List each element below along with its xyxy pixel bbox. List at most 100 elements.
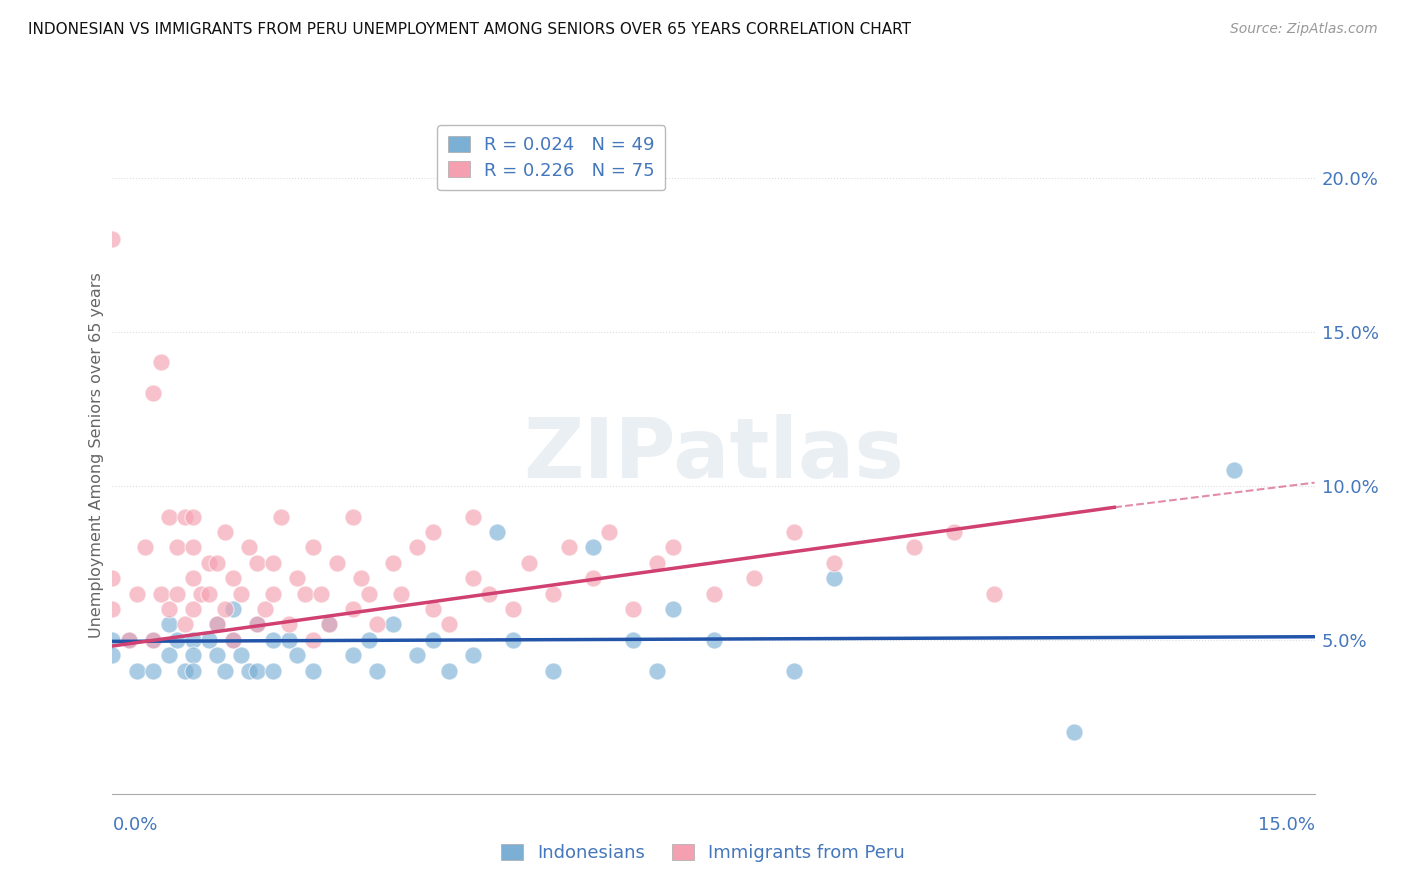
Point (238, 664, 260, 678)
Point (214, 602, 236, 616)
Point (181, 648, 204, 663)
Point (181, 571, 204, 585)
Point (350, 571, 373, 585)
Point (101, 632, 124, 647)
Point (983, 586, 1005, 600)
Point (543, 586, 565, 600)
Point (357, 632, 380, 647)
Point (422, 524, 444, 539)
Point (101, 648, 124, 663)
Point (246, 617, 269, 632)
Point (823, 556, 845, 570)
Point (205, 556, 228, 570)
Point (262, 664, 284, 678)
Point (406, 541, 429, 555)
Point (342, 602, 364, 616)
Point (366, 664, 388, 678)
Point (229, 648, 252, 663)
Point (101, 571, 124, 585)
Point (342, 648, 364, 663)
Point (517, 556, 540, 570)
Point (662, 602, 685, 616)
Point (166, 632, 188, 647)
Legend: Indonesians, Immigrants from Peru: Indonesians, Immigrants from Peru (494, 837, 912, 870)
Point (117, 632, 139, 647)
Point (205, 648, 228, 663)
Point (621, 602, 644, 616)
Point (582, 571, 605, 585)
Point (543, 664, 565, 678)
Point (309, 586, 332, 600)
Point (197, 632, 219, 647)
Point (253, 602, 276, 616)
Point (197, 586, 219, 600)
Point (166, 586, 188, 600)
Point (406, 648, 429, 663)
Point (238, 541, 260, 555)
Point (181, 509, 204, 524)
Point (222, 602, 245, 616)
Point (141, 632, 163, 647)
Point (214, 524, 236, 539)
Point (149, 355, 172, 369)
Text: ZIPatlas: ZIPatlas (523, 415, 904, 495)
Point (222, 571, 245, 585)
Point (246, 556, 269, 570)
Point (823, 571, 845, 585)
Legend: R = 0.024   N = 49, R = 0.226   N = 75: R = 0.024 N = 49, R = 0.226 N = 75 (437, 125, 665, 190)
Point (270, 509, 292, 524)
Text: Source: ZipAtlas.com: Source: ZipAtlas.com (1230, 22, 1378, 37)
Point (173, 617, 195, 632)
Point (190, 586, 212, 600)
Point (166, 541, 188, 555)
Point (702, 586, 725, 600)
Point (277, 632, 299, 647)
Point (262, 586, 284, 600)
Point (502, 602, 524, 616)
Point (1063, 725, 1085, 739)
Point (318, 617, 340, 632)
Point (461, 509, 484, 524)
Point (366, 617, 388, 632)
Point (382, 556, 405, 570)
Point (942, 524, 965, 539)
Point (437, 617, 460, 632)
Point (262, 632, 284, 647)
Point (742, 571, 765, 585)
Point (558, 541, 581, 555)
Point (117, 632, 139, 647)
Point (502, 632, 524, 647)
Point (141, 386, 163, 401)
Point (662, 541, 685, 555)
Point (173, 509, 195, 524)
Point (246, 617, 269, 632)
Point (125, 664, 148, 678)
Point (229, 586, 252, 600)
Point (157, 648, 180, 663)
Point (598, 524, 620, 539)
Point (461, 571, 484, 585)
Point (478, 586, 501, 600)
Point (141, 664, 163, 678)
Text: 15.0%: 15.0% (1257, 816, 1315, 834)
Y-axis label: Unemployment Among Seniors over 65 years: Unemployment Among Seniors over 65 years (89, 272, 104, 638)
Point (357, 586, 380, 600)
Point (141, 632, 163, 647)
Point (149, 586, 172, 600)
Point (422, 602, 444, 616)
Point (262, 556, 284, 570)
Point (205, 617, 228, 632)
Point (461, 648, 484, 663)
Point (181, 541, 204, 555)
Point (782, 524, 804, 539)
Point (222, 632, 245, 647)
Point (285, 571, 308, 585)
Point (134, 541, 156, 555)
Point (782, 664, 804, 678)
Point (246, 664, 269, 678)
Point (157, 617, 180, 632)
Point (647, 556, 669, 570)
Point (422, 632, 444, 647)
Point (486, 524, 509, 539)
Point (277, 617, 299, 632)
